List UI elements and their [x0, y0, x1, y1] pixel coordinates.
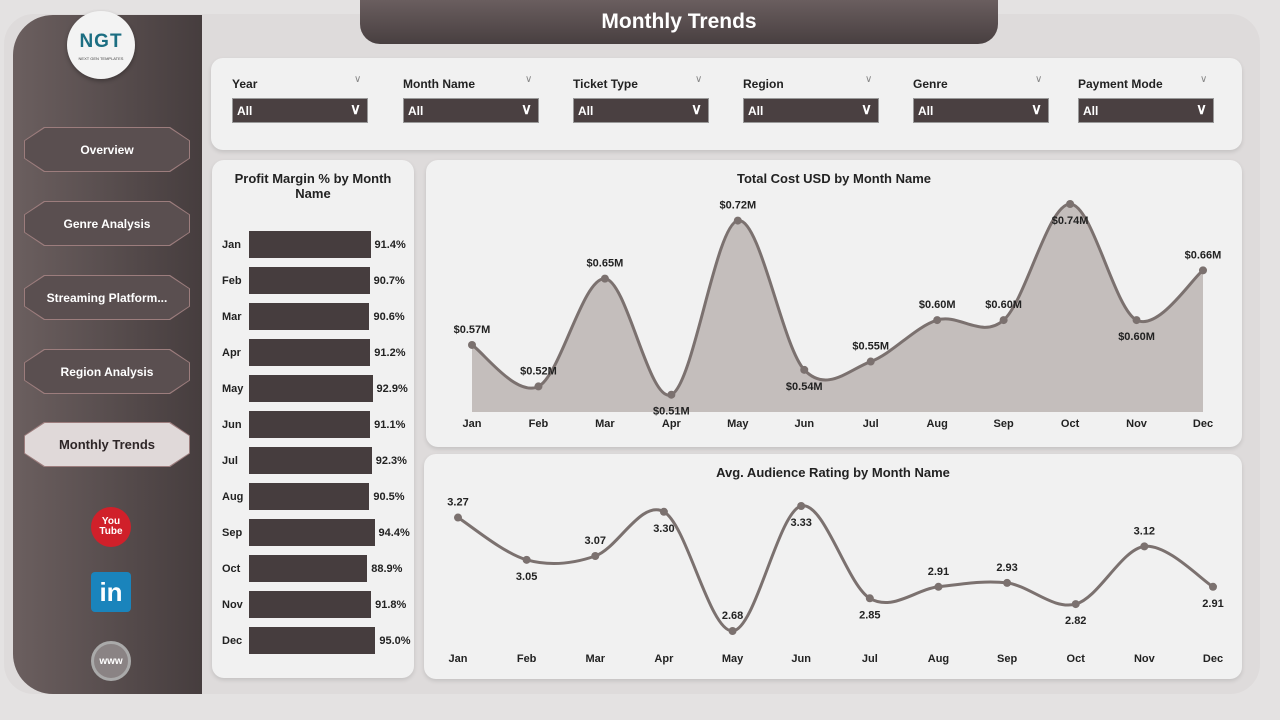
- total-cost-card: Total Cost USD by Month Name: [426, 160, 1242, 447]
- chevron-down-icon: ∨: [1196, 101, 1207, 118]
- chevron-down-icon[interactable]: ∨: [695, 74, 703, 85]
- filter-dropdown[interactable]: All ∨: [1078, 98, 1214, 123]
- nav-monthly-trends[interactable]: Monthly Trends: [24, 422, 190, 467]
- dropdown-value: All: [918, 104, 934, 118]
- bar-value-label: 94.4%: [378, 527, 410, 539]
- bar-mar[interactable]: [249, 303, 370, 330]
- chevron-down-icon[interactable]: ∨: [1035, 74, 1043, 85]
- bar-category-label: Nov: [222, 599, 243, 611]
- chevron-down-icon: ∨: [1031, 101, 1042, 118]
- logo-subtitle: NEXT GEN TEMPLATES: [78, 56, 124, 61]
- chart-title: Profit Margin % by Month Name: [234, 171, 392, 201]
- chevron-down-icon: ∨: [691, 101, 702, 118]
- bar-sep[interactable]: [249, 519, 375, 546]
- bar-value-label: 90.6%: [373, 311, 405, 323]
- bar-value-label: 91.2%: [374, 347, 406, 359]
- filter-label: Payment Mode: [1078, 77, 1163, 91]
- bar-value-label: 95.0%: [379, 635, 411, 647]
- bar-jan[interactable]: [249, 231, 371, 258]
- bar-aug[interactable]: [249, 483, 370, 510]
- nav-label: Overview: [25, 128, 189, 171]
- bar-category-label: Jan: [222, 239, 241, 251]
- filter-dropdown[interactable]: All ∨: [573, 98, 709, 123]
- nav-label: Streaming Platform...: [25, 276, 189, 319]
- globe-www-icon[interactable]: www: [91, 641, 131, 681]
- chevron-down-icon[interactable]: ∨: [354, 74, 362, 85]
- bar-oct[interactable]: [249, 555, 368, 582]
- filter-dropdown[interactable]: All ∨: [232, 98, 368, 123]
- chevron-down-icon: ∨: [861, 101, 872, 118]
- chart-title: Total Cost USD by Month Name: [736, 171, 932, 186]
- filter-label: Ticket Type: [573, 77, 638, 91]
- nav-label: Monthly Trends: [25, 423, 189, 466]
- www-label: www: [99, 655, 123, 667]
- filter-label: Year: [232, 77, 258, 91]
- youtube-label: You Tube: [99, 516, 123, 537]
- chevron-down-icon[interactable]: ∨: [1200, 74, 1208, 85]
- filter-label: Region: [743, 77, 784, 91]
- bar-may[interactable]: [249, 375, 373, 402]
- bar-category-label: Oct: [222, 563, 241, 575]
- bar-value-label: 91.1%: [374, 419, 406, 431]
- bar-category-label: Apr: [222, 347, 241, 359]
- filter-dropdown[interactable]: All ∨: [743, 98, 879, 123]
- bar-value-label: 88.9%: [371, 563, 403, 575]
- bar-category-label: Sep: [222, 527, 243, 539]
- filter-label: Month Name: [403, 77, 475, 91]
- nav-overview[interactable]: Overview: [24, 127, 190, 172]
- chevron-down-icon: ∨: [350, 101, 361, 118]
- dropdown-value: All: [748, 104, 764, 118]
- bar-value-label: 92.9%: [376, 383, 408, 395]
- dropdown-value: All: [408, 104, 424, 118]
- dropdown-value: All: [578, 104, 594, 118]
- nav-genre-analysis[interactable]: Genre Analysis: [24, 201, 190, 246]
- filter-dropdown[interactable]: All ∨: [913, 98, 1049, 123]
- bar-feb[interactable]: [249, 267, 370, 294]
- chart-title: Avg. Audience Rating by Month Name: [716, 465, 950, 480]
- bar-value-label: 91.8%: [375, 599, 407, 611]
- bar-category-label: Dec: [222, 635, 243, 647]
- nav-region-analysis[interactable]: Region Analysis: [24, 349, 190, 394]
- bar-category-label: Mar: [222, 311, 242, 323]
- bar-apr[interactable]: [249, 339, 371, 366]
- profit-margin-card: Profit Margin % by Month Name Jan 91.4% F…: [212, 160, 414, 678]
- bar-value-label: 92.3%: [375, 455, 407, 467]
- filter-label: Genre: [913, 77, 948, 91]
- bar-jul[interactable]: [249, 447, 372, 474]
- linkedin-icon[interactable]: in: [91, 572, 131, 612]
- dropdown-value: All: [237, 104, 253, 118]
- nav-streaming-platform[interactable]: Streaming Platform...: [24, 275, 190, 320]
- filter-panel: Year ∨ All ∨ Month Name ∨ All ∨ Ticket Type …: [211, 58, 1242, 150]
- bar-value-label: 91.4%: [374, 239, 406, 251]
- bar-category-label: May: [222, 383, 244, 395]
- bar-category-label: Jun: [222, 419, 242, 431]
- dropdown-value: All: [1083, 104, 1099, 118]
- bar-dec[interactable]: [249, 627, 376, 654]
- bar-value-label: 90.5%: [373, 491, 405, 503]
- ngt-logo: NGT NEXT GEN TEMPLATES: [67, 11, 135, 79]
- bar-value-label: 90.7%: [373, 275, 405, 287]
- bar-category-label: Jul: [222, 455, 238, 467]
- youtube-icon[interactable]: You Tube: [91, 507, 131, 547]
- bar-category-label: Feb: [222, 275, 242, 287]
- bar-category-label: Aug: [222, 491, 244, 503]
- chevron-down-icon[interactable]: ∨: [525, 74, 533, 85]
- nav-label: Region Analysis: [25, 350, 189, 393]
- bar-jun[interactable]: [249, 411, 371, 438]
- linkedin-label: in: [99, 576, 123, 607]
- chevron-down-icon: ∨: [521, 101, 532, 118]
- filter-dropdown[interactable]: All ∨: [403, 98, 539, 123]
- bar-nov[interactable]: [249, 591, 372, 618]
- nav-label: Genre Analysis: [25, 202, 189, 245]
- chevron-down-icon[interactable]: ∨: [865, 74, 873, 85]
- logo-text: NGT: [79, 31, 123, 52]
- audience-rating-card: Avg. Audience Rating by Month Name: [424, 454, 1242, 679]
- page-title: Monthly Trends: [360, 0, 998, 44]
